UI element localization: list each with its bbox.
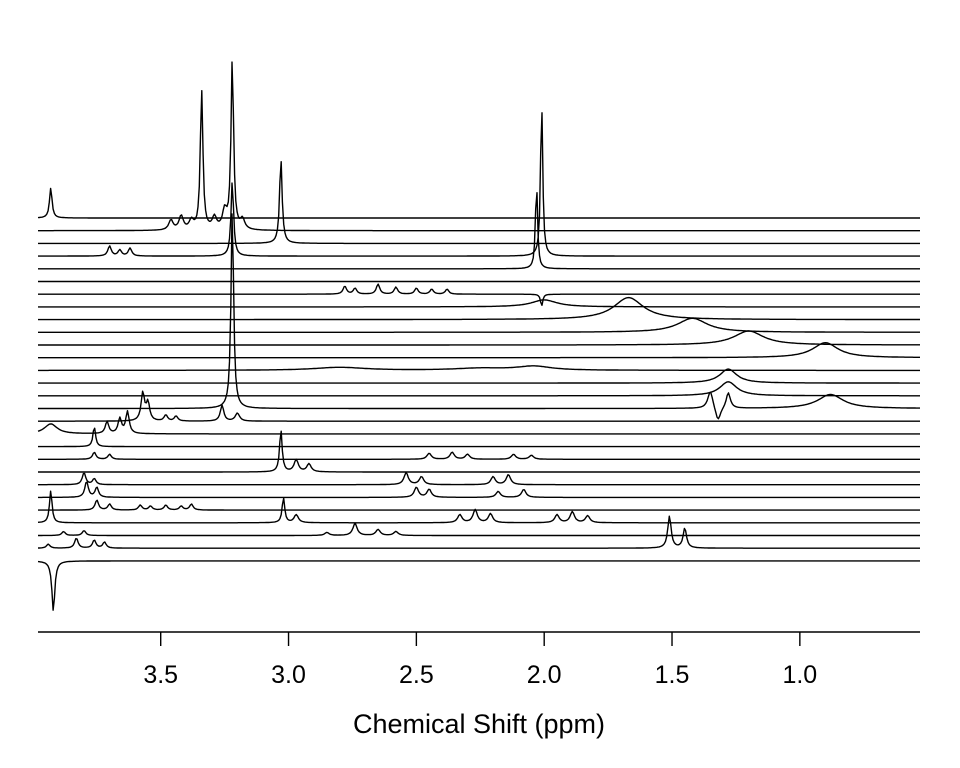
spectrum-trace-1	[37, 187, 920, 219]
spectrum-trace-8	[38, 299, 920, 308]
spectrum-trace-9	[38, 296, 920, 321]
x-tick-label: 1.5	[655, 661, 690, 689]
spectrum-trace-25	[37, 490, 920, 524]
x-tick-label: 3.5	[143, 661, 178, 689]
spectrum-trace-20	[38, 451, 920, 460]
spectrum-trace-7	[38, 283, 920, 306]
x-axis-ticks: 3.5 3.0 2.5 2.0 1.5 1.0	[143, 632, 817, 689]
spectrum-trace-27	[38, 515, 920, 549]
spectrum-trace-15	[38, 381, 920, 397]
x-tick-label: 3.0	[271, 661, 306, 689]
spectrum-trace-23	[38, 481, 920, 499]
spectrum-trace-4	[38, 112, 920, 257]
spectrum-trace-14	[38, 368, 920, 384]
spectrum-trace-3	[38, 161, 920, 245]
x-axis-title: Chemical Shift (ppm)	[353, 709, 605, 739]
spectra-group	[37, 61, 920, 611]
spectrum-trace-19	[38, 427, 920, 448]
spectrum-trace-5	[38, 192, 920, 270]
spectrum-trace-28	[37, 560, 920, 611]
spectrum-trace-17	[38, 390, 920, 422]
spectrum-trace-12	[38, 342, 920, 359]
spectrum-trace-13	[38, 365, 920, 372]
spectrum-trace-24	[38, 499, 920, 511]
spectrum-trace-11	[38, 330, 920, 346]
x-tick-label: 2.5	[399, 661, 434, 689]
spectrum-trace-22	[38, 471, 920, 486]
spectrum-trace-21	[38, 430, 920, 473]
spectrum-trace-26	[38, 523, 920, 537]
x-tick-label: 1.0	[782, 661, 817, 689]
spectrum-trace-10	[38, 317, 920, 333]
spectrum-trace-18	[37, 410, 920, 435]
spectrum-trace-2	[38, 61, 920, 232]
x-tick-label: 2.0	[527, 661, 562, 689]
spectrum-trace-16	[38, 213, 920, 420]
